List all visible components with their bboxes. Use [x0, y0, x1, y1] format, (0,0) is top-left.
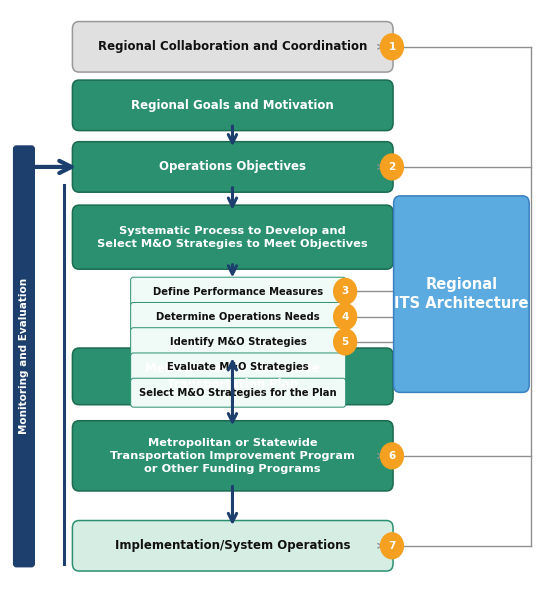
Circle shape: [334, 278, 357, 304]
Circle shape: [381, 533, 403, 559]
Text: Systematic Process to Develop and
Select M&O Strategies to Meet Objectives: Systematic Process to Develop and Select…: [97, 225, 368, 249]
Text: 6: 6: [388, 451, 395, 461]
FancyBboxPatch shape: [72, 521, 393, 571]
Text: Evaluate M&O Strategies: Evaluate M&O Strategies: [167, 362, 309, 373]
FancyBboxPatch shape: [72, 22, 393, 72]
FancyBboxPatch shape: [72, 142, 393, 192]
Text: Determine Operations Needs: Determine Operations Needs: [156, 312, 320, 322]
Text: Regional
ITS Architecture: Regional ITS Architecture: [394, 277, 528, 311]
FancyBboxPatch shape: [72, 348, 393, 405]
Circle shape: [381, 34, 403, 60]
Circle shape: [334, 304, 357, 330]
FancyBboxPatch shape: [131, 378, 346, 407]
Text: 2: 2: [388, 162, 395, 172]
Text: Select M&O Strategies for the Plan: Select M&O Strategies for the Plan: [139, 387, 337, 398]
Circle shape: [334, 329, 357, 355]
FancyBboxPatch shape: [131, 302, 346, 331]
Text: 7: 7: [388, 541, 395, 551]
Text: Metropolitan or Statewide
Transportation Improvement Program
or Other Funding Pr: Metropolitan or Statewide Transportation…: [110, 438, 355, 474]
FancyBboxPatch shape: [131, 353, 346, 382]
Text: Regional Goals and Motivation: Regional Goals and Motivation: [131, 99, 334, 112]
FancyBboxPatch shape: [14, 146, 34, 567]
Text: Identify M&O Strategies: Identify M&O Strategies: [170, 337, 306, 347]
Circle shape: [381, 154, 403, 180]
FancyBboxPatch shape: [72, 421, 393, 491]
Text: 4: 4: [341, 312, 349, 322]
Text: Implementation/System Operations: Implementation/System Operations: [115, 539, 351, 553]
Text: Operations Objectives: Operations Objectives: [159, 160, 306, 174]
Text: Monitoring and Evaluation: Monitoring and Evaluation: [19, 278, 29, 434]
Text: 5: 5: [341, 337, 349, 347]
Text: Regional Collaboration and Coordination: Regional Collaboration and Coordination: [98, 40, 368, 54]
Text: Metropolitan or Statewide
Transportation Plan: Metropolitan or Statewide Transportation…: [146, 362, 320, 391]
FancyBboxPatch shape: [394, 196, 529, 392]
Circle shape: [381, 443, 403, 469]
Text: Define Performance Measures: Define Performance Measures: [153, 286, 323, 297]
FancyBboxPatch shape: [72, 205, 393, 269]
FancyBboxPatch shape: [131, 277, 346, 306]
Text: 1: 1: [388, 42, 395, 52]
FancyBboxPatch shape: [131, 328, 346, 357]
Text: 3: 3: [341, 286, 349, 296]
FancyBboxPatch shape: [72, 80, 393, 131]
